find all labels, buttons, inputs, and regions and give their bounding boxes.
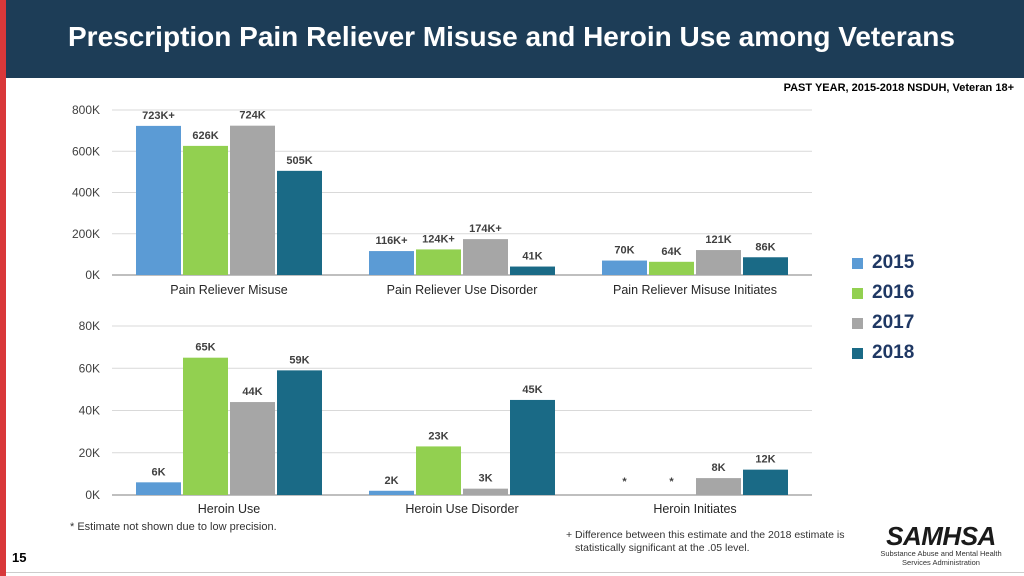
precision-footnote: * Estimate not shown due to low precisio… bbox=[70, 521, 277, 533]
y-tick-label: 60K bbox=[79, 361, 100, 375]
bar-2015-heroin-use-disorder bbox=[369, 490, 414, 495]
data-label: 505K bbox=[286, 155, 312, 167]
bar-2015-heroin-use bbox=[136, 482, 181, 495]
samhsa-logo: SAMHSA Substance Abuse and Mental Health… bbox=[878, 523, 1004, 567]
category-label: Pain Reliever Misuse Initiates bbox=[613, 283, 777, 297]
category-label: Heroin Use bbox=[198, 502, 261, 516]
y-tick-label: 600K bbox=[72, 144, 100, 158]
bar-2018-heroin-use bbox=[277, 370, 322, 495]
bar-2016-pain-reliever-misuse-initiates bbox=[649, 261, 694, 275]
page-number: 15 bbox=[12, 550, 27, 565]
data-label: 64K bbox=[661, 246, 681, 258]
legend-item-2016: 2016 bbox=[852, 278, 914, 308]
data-label: * bbox=[622, 476, 627, 488]
data-label: 121K bbox=[705, 234, 731, 246]
bar-2018-heroin-use-disorder bbox=[510, 399, 555, 495]
y-tick-label: 800K bbox=[72, 103, 100, 117]
pain-reliever-chart: 0K 200K 400K 600K 800K 723K+ 626K 724K 505K Pain … bbox=[72, 103, 812, 297]
logo-subtitle-line1: Substance Abuse and Mental Health bbox=[880, 549, 1002, 558]
bar-2018-pain-reliever-misuse bbox=[277, 170, 322, 275]
legend-swatch bbox=[852, 347, 863, 359]
bar-2015-pain-reliever-misuse-initiates bbox=[602, 260, 647, 275]
data-label: 626K bbox=[192, 130, 218, 142]
legend-swatch bbox=[852, 287, 863, 299]
data-label: 86K bbox=[755, 241, 775, 253]
bar-2017-heroin-use bbox=[230, 402, 275, 495]
data-label: 174K+ bbox=[469, 223, 502, 235]
data-label: 723K+ bbox=[142, 110, 175, 122]
y-tick-label: 40K bbox=[79, 404, 100, 418]
bar-2016-pain-reliever-misuse bbox=[183, 145, 228, 275]
y-tick-label: 20K bbox=[79, 446, 100, 460]
significance-note: + Difference between this estimate and t… bbox=[566, 529, 845, 555]
data-label: 12K bbox=[755, 454, 775, 466]
category-label: Pain Reliever Misuse bbox=[170, 283, 287, 297]
category-label: Heroin Initiates bbox=[653, 502, 736, 516]
bottom-divider bbox=[6, 572, 1024, 573]
bar-2018-pain-reliever-misuse-initiates bbox=[743, 257, 788, 275]
red-accent-bar bbox=[0, 0, 6, 576]
legend-item-2015: 2015 bbox=[852, 248, 914, 278]
data-label: 8K bbox=[711, 462, 725, 474]
bar-2015-pain-reliever-use-disorder bbox=[369, 251, 414, 275]
bar-2016-heroin-use-disorder bbox=[416, 446, 461, 495]
category-label: Heroin Use Disorder bbox=[405, 502, 518, 516]
bar-2016-heroin-use bbox=[183, 357, 228, 495]
data-label: 70K bbox=[614, 245, 634, 257]
bar-2017-heroin-use-disorder bbox=[463, 488, 508, 495]
data-label: 41K bbox=[522, 251, 542, 263]
data-label: 59K bbox=[289, 354, 309, 366]
legend-label: 2018 bbox=[872, 342, 915, 363]
bar-2017-pain-reliever-use-disorder bbox=[463, 239, 508, 275]
y-tick-label: 200K bbox=[72, 227, 100, 241]
bar-2016-pain-reliever-use-disorder bbox=[416, 249, 461, 275]
y-tick-label: 0K bbox=[85, 268, 100, 282]
bar-2015-pain-reliever-misuse bbox=[136, 125, 181, 275]
logo-subtitle-line2: Services Administration bbox=[902, 558, 980, 567]
bar-2017-pain-reliever-misuse-initiates bbox=[696, 250, 741, 275]
data-label: 45K bbox=[522, 384, 542, 396]
data-label: 2K bbox=[384, 475, 398, 487]
page-title: Prescription Pain Reliever Misuse and He… bbox=[68, 21, 955, 52]
bar-2018-heroin-initiates bbox=[743, 469, 788, 495]
data-label: 116K+ bbox=[375, 235, 407, 247]
data-label: 124K+ bbox=[422, 233, 455, 245]
significance-note-line2: statistically significant at the .05 lev… bbox=[575, 542, 750, 554]
chart-subtitle: PAST YEAR, 2015-2018 NSDUH, Veteran 18+ bbox=[783, 82, 1014, 94]
y-tick-label: 400K bbox=[72, 186, 100, 200]
legend: 2015 2016 2017 2018 bbox=[852, 248, 914, 368]
data-label: * bbox=[669, 476, 674, 488]
bar-2017-heroin-initiates bbox=[696, 478, 741, 495]
bar-2018-pain-reliever-use-disorder bbox=[510, 266, 555, 275]
significance-note-line1: + Difference between this estimate and t… bbox=[566, 529, 845, 541]
legend-swatch bbox=[852, 317, 863, 329]
category-label: Pain Reliever Use Disorder bbox=[387, 283, 538, 297]
heroin-chart: 0K 20K 40K 60K 80K 6K 65K 44K 59K Heroin Use 2K 23K… bbox=[79, 319, 812, 516]
data-label: 65K bbox=[195, 342, 215, 354]
data-label: 6K bbox=[151, 466, 165, 478]
data-label: 724K bbox=[239, 110, 265, 122]
legend-swatch bbox=[852, 257, 863, 269]
legend-item-2018: 2018 bbox=[852, 338, 914, 368]
legend-item-2017: 2017 bbox=[852, 308, 914, 338]
legend-label: 2015 bbox=[872, 252, 915, 273]
bar-2017-pain-reliever-misuse bbox=[230, 125, 275, 275]
data-label: 23K bbox=[428, 430, 448, 442]
y-tick-label: 80K bbox=[79, 319, 100, 333]
legend-label: 2017 bbox=[872, 312, 915, 333]
y-tick-label: 0K bbox=[85, 488, 100, 502]
legend-label: 2016 bbox=[872, 282, 915, 303]
data-label: 44K bbox=[242, 386, 262, 398]
data-label: 3K bbox=[478, 473, 492, 485]
title-banner: Prescription Pain Reliever Misuse and He… bbox=[6, 0, 1024, 78]
logo-wordmark: SAMHSA bbox=[886, 521, 996, 551]
